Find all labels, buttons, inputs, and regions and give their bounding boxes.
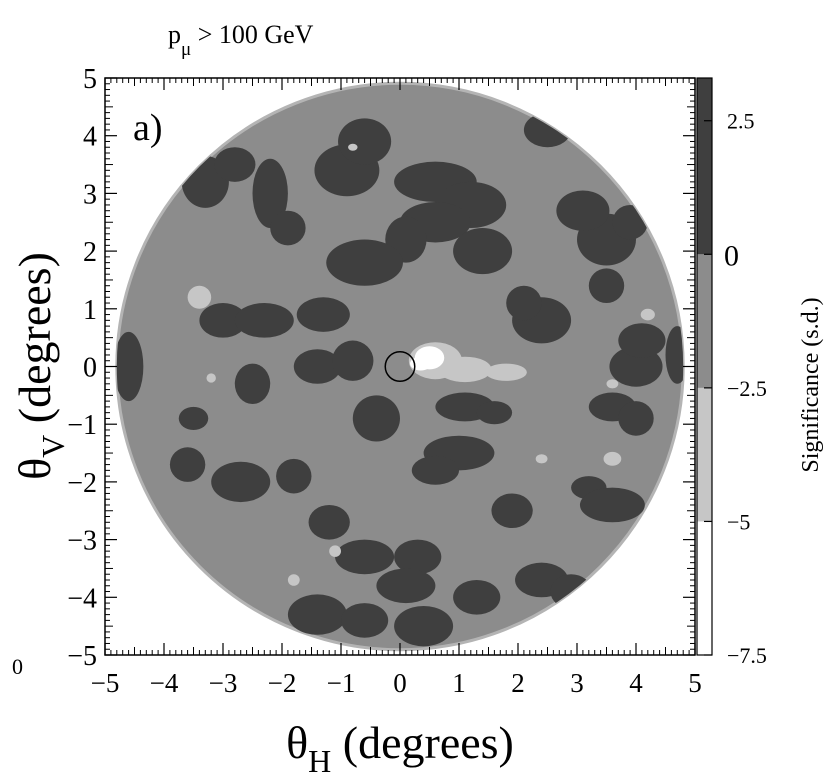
significance-region-43 [335,539,395,575]
y-tick-label: 0 [83,353,97,384]
source-position-marker [384,351,416,382]
y-tick-label: 4 [83,122,97,153]
colorbar-tick-label: −7.5 [727,643,767,668]
significance-region-27 [332,340,374,381]
significance-region-2 [116,331,144,402]
x-axis-ticks: −5 −4 −3 −2 −1 0 1 2 3 4 5 [91,78,702,698]
significance-region-52 [178,406,209,430]
x-tick-label: 1 [452,668,466,698]
significance-region-44 [394,539,442,575]
significance-region-59 [329,545,341,557]
significance-region-23 [199,303,247,338]
significance-region-14 [326,239,403,286]
significance-region-36 [169,447,206,482]
significance-region-48 [394,605,454,647]
significance-region-39 [308,504,350,540]
significance-region-60 [206,373,216,383]
significance-region-1 [618,323,666,358]
y-tick-label: 3 [83,179,97,210]
significance-region-7 [270,210,306,246]
significance-region-25 [296,297,350,332]
significance-region-31 [476,401,513,425]
colorbar-label: Significance (s.d.) [798,297,824,472]
significance-region-63 [535,454,548,464]
significance-region-62 [640,308,655,321]
cut-label: pμ > 100 GeV [168,20,314,60]
significance-region-20 [588,268,625,304]
y-tick-label: −3 [67,526,97,557]
significance-region-22 [506,285,542,321]
colorbar-tick-label: 0 [724,239,739,272]
y-tick-label: 1 [83,295,97,326]
significance-region-47 [341,603,389,638]
colorbar [697,78,712,655]
x-tick-label: −3 [209,668,238,698]
colorbar-ticks: 2.5 0 −2.5 −5 −7.5 [704,109,767,668]
significance-region-58 [287,574,300,586]
significance-region-28 [234,363,271,405]
significance-region-26 [293,349,341,384]
significance-region-29 [352,395,400,442]
y-tick-label: 2 [83,237,97,268]
x-axis-label: θH (degrees) [286,717,514,779]
x-tick-label: 3 [570,668,584,698]
significance-region-9 [338,118,392,165]
x-tick-label: 5 [688,668,702,698]
y-tick-label: 5 [83,64,97,95]
significance-region-46 [287,594,347,635]
x-tick-label: −4 [150,668,179,698]
panel-label: a) [133,107,163,149]
significance-region-42 [491,493,533,529]
significance-region-49 [453,579,501,615]
y-tick-label: −4 [67,583,97,614]
colorbar-level-0 [697,521,712,655]
significance-region-57 [603,451,622,466]
significance-region-33 [411,455,459,485]
significance-region-38 [276,458,312,494]
x-tick-label: 4 [629,668,643,698]
colorbar-level-1 [697,387,712,522]
significance-region-45 [376,568,436,604]
x-tick-label: −2 [268,668,297,698]
significance-region-61 [606,379,619,389]
x-tick-label: 2 [511,668,525,698]
significance-region-35 [618,401,654,436]
x-tick-label: −1 [327,668,356,698]
significance-region-37 [211,461,271,503]
significance-region-64 [348,143,358,151]
corner-label: 0 [12,654,23,679]
colorbar-tick-label: −2.5 [727,376,767,401]
significance-region-6 [252,158,288,229]
y-axis-ticks: −5 −4 −3 −2 −1 0 1 2 3 4 5 [67,64,695,672]
colorbar-tick-label: 2.5 [727,109,755,134]
x-tick-label: 0 [393,668,407,698]
colorbar-level-3 [697,78,712,255]
x-tick-label: −5 [91,668,120,698]
y-tick-label: −2 [67,468,97,499]
colorbar-tick-label: −5 [727,509,750,534]
significance-region-24 [234,303,294,338]
significance-region-5 [214,147,256,182]
significance-region-56 [187,285,212,309]
y-tick-label: −5 [67,641,97,672]
significance-region-18 [556,190,610,231]
y-tick-label: −1 [67,410,97,441]
significance-region-41 [579,487,645,523]
significance-region-55 [485,363,527,381]
significance-region-15 [453,228,513,275]
significance-region-54 [438,356,492,383]
y-axis-label: θV (degrees) [9,252,71,480]
colorbar-level-2 [697,254,712,388]
